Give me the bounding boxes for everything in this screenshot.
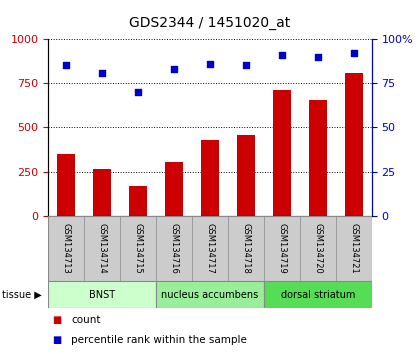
Text: GSM134721: GSM134721 (349, 223, 358, 274)
Bar (93, 169, 111, 216)
Point (278, 52, 285, 58)
Text: GSM134716: GSM134716 (170, 223, 178, 274)
FancyBboxPatch shape (264, 281, 372, 308)
Point (207, 61, 213, 67)
Point (243, 63, 249, 68)
Text: ■: ■ (52, 315, 62, 325)
Text: ■: ■ (52, 335, 62, 345)
FancyBboxPatch shape (48, 281, 156, 308)
FancyBboxPatch shape (48, 216, 372, 281)
Text: GSM134719: GSM134719 (277, 223, 286, 274)
Text: GSM134717: GSM134717 (205, 223, 215, 274)
Text: nucleus accumbens: nucleus accumbens (161, 290, 259, 300)
Text: GSM134715: GSM134715 (134, 223, 143, 274)
Point (63, 63, 70, 68)
Text: GSM134714: GSM134714 (98, 223, 107, 274)
Text: count: count (71, 315, 101, 325)
Text: GSM134713: GSM134713 (62, 223, 71, 274)
Bar (129, 186, 147, 216)
Bar (273, 90, 291, 216)
Point (135, 89, 142, 95)
Bar (57, 154, 75, 216)
Bar (345, 73, 363, 216)
FancyBboxPatch shape (156, 281, 264, 308)
Bar (237, 135, 255, 216)
Text: GDS2344 / 1451020_at: GDS2344 / 1451020_at (129, 16, 291, 30)
Point (350, 50, 357, 56)
Point (99, 70, 105, 75)
Text: BNST: BNST (89, 290, 115, 300)
Point (315, 54, 321, 59)
Bar (165, 162, 183, 216)
Text: GSM134720: GSM134720 (313, 223, 322, 274)
Text: GSM134718: GSM134718 (241, 223, 250, 274)
Text: tissue ▶: tissue ▶ (2, 290, 42, 300)
Text: dorsal striatum: dorsal striatum (281, 290, 355, 300)
Text: percentile rank within the sample: percentile rank within the sample (71, 335, 247, 345)
Point (171, 66, 177, 72)
Bar (309, 100, 327, 216)
Bar (201, 140, 219, 216)
